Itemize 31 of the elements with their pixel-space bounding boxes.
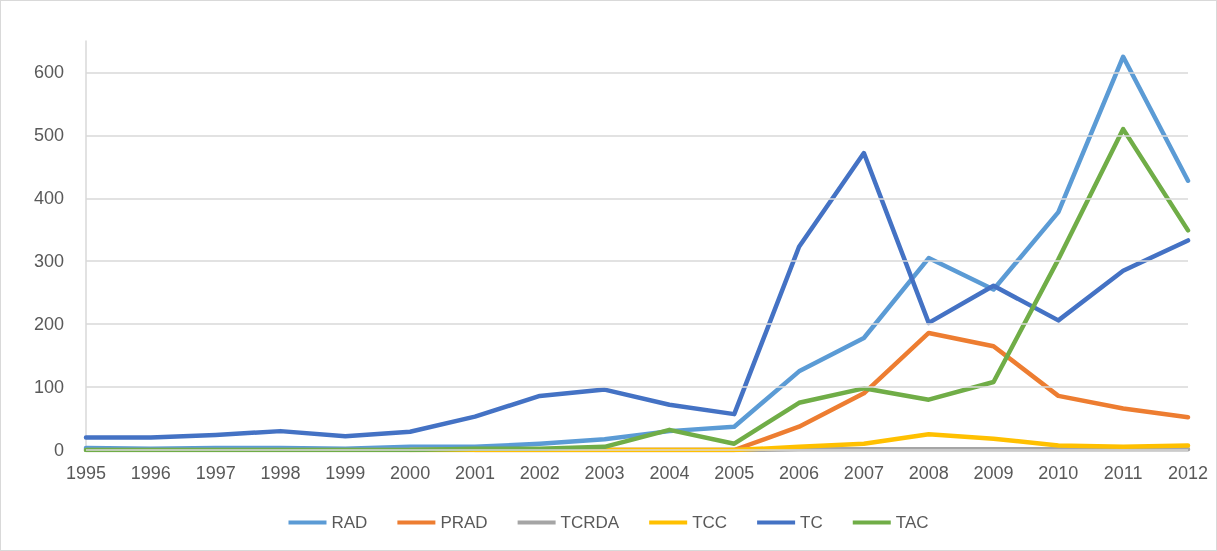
y-tick-label: 200	[33, 314, 64, 335]
y-tick-label: 300	[33, 251, 64, 272]
x-tick-label: 2009	[973, 463, 1014, 483]
x-tick-label: 2003	[584, 463, 625, 483]
x-tick-label: 1995	[65, 463, 107, 483]
y-tick-label: 100	[33, 377, 64, 398]
x-tick-label: 2001	[454, 463, 495, 483]
y-tick-label: 400	[33, 188, 64, 209]
x-tick-label: 2000	[390, 463, 431, 483]
legend-label: TC	[800, 513, 823, 532]
x-tick-label: 2008	[908, 463, 949, 483]
x-tick-label: 2012	[1167, 463, 1209, 483]
x-tick-label: 1998	[260, 463, 301, 483]
x-tick-label: 1999	[325, 463, 366, 483]
x-tick-label: 1996	[130, 463, 171, 483]
legend-label: TAC	[895, 513, 929, 532]
x-tick-label: 2002	[519, 463, 560, 483]
x-tick-label: 2006	[779, 463, 820, 483]
x-tick-label: 2011	[1103, 463, 1143, 483]
y-tick-label: 600	[33, 62, 64, 83]
x-tick-label: 2007	[843, 463, 884, 483]
y-tick-label: 500	[33, 125, 64, 146]
x-tick-label: 2005	[714, 463, 755, 483]
legend-label: PRAD	[440, 513, 488, 532]
x-tick-label: 2004	[649, 463, 690, 483]
x-tick-label: 1997	[195, 463, 236, 483]
legend-label: TCC	[692, 513, 728, 532]
y-tick-label: 0	[53, 440, 64, 460]
legend-label: RAD	[331, 513, 368, 532]
x-tick-label: 2010	[1038, 463, 1079, 483]
legend-label: TCRDA	[560, 513, 620, 532]
